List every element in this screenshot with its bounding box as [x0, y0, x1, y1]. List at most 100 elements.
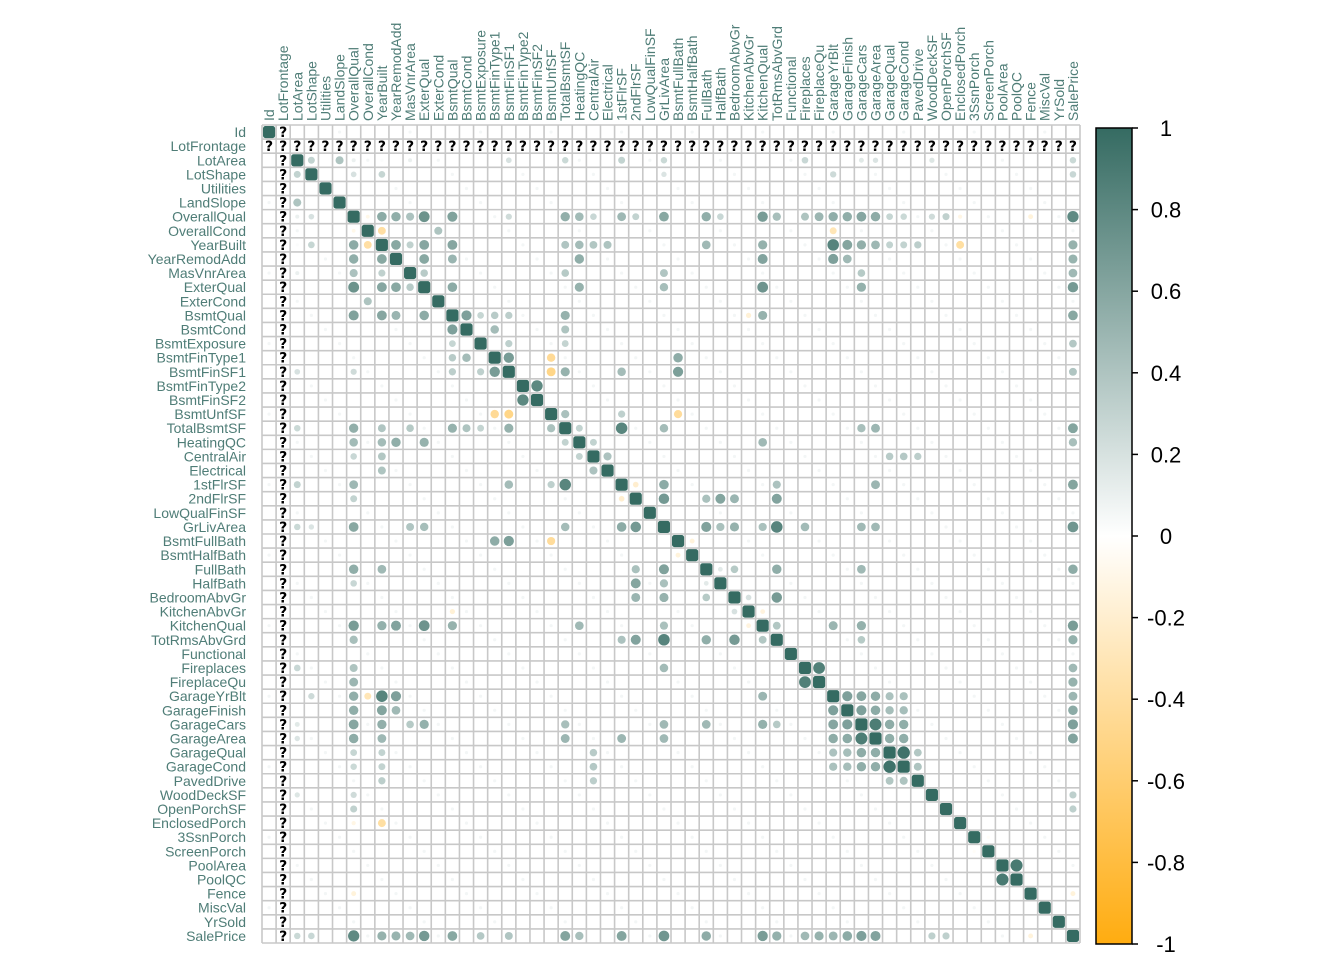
na-cell-marker: ?	[745, 139, 753, 155]
correlation-circle	[493, 849, 497, 853]
correlation-circle	[944, 525, 948, 529]
correlation-circle	[504, 931, 513, 940]
correlation-circle	[632, 481, 639, 488]
correlation-circle	[477, 368, 485, 376]
correlation-circle	[479, 906, 483, 910]
correlation-circle	[436, 511, 440, 515]
diagonal-cell	[714, 577, 727, 590]
correlation-circle	[828, 719, 839, 730]
row-label: 3SsnPorch	[178, 829, 246, 845]
na-cell-marker: ?	[829, 139, 837, 155]
correlation-circle	[630, 521, 642, 533]
na-cell-marker: ?	[279, 858, 287, 874]
na-cell-marker: ?	[886, 139, 894, 155]
correlation-circle	[972, 200, 976, 205]
column-label: ExterCond	[430, 55, 446, 121]
correlation-circle	[521, 243, 525, 247]
correlation-circle	[490, 311, 499, 320]
correlation-circle	[535, 680, 539, 684]
na-cell-marker: ?	[279, 435, 287, 451]
correlation-circle	[447, 931, 458, 941]
correlation-circle	[701, 635, 711, 645]
correlation-circle	[775, 356, 779, 360]
row-label: FullBath	[195, 561, 246, 577]
correlation-circle	[267, 412, 271, 416]
correlation-circle	[493, 285, 497, 289]
correlation-circle	[775, 920, 779, 924]
correlation-circle	[944, 595, 948, 600]
row-label: KitchenQual	[170, 618, 246, 634]
correlation-circle	[422, 779, 426, 783]
correlation-circle	[377, 254, 387, 264]
correlation-circle	[337, 130, 342, 134]
correlation-circle	[464, 539, 469, 543]
correlation-circle	[348, 310, 359, 321]
correlation-circle	[620, 553, 624, 557]
correlation-circle	[447, 239, 458, 250]
correlation-circle	[746, 327, 751, 332]
na-cell-marker: ?	[279, 252, 287, 268]
correlation-circle	[323, 821, 328, 825]
na-cell-marker: ?	[279, 887, 287, 903]
correlation-circle	[535, 892, 539, 896]
correlation-circle	[704, 285, 708, 289]
correlation-circle	[295, 440, 299, 444]
correlation-circle	[845, 638, 849, 642]
correlation-circle	[746, 892, 751, 896]
correlation-circle	[702, 593, 711, 602]
correlation-circle	[549, 694, 553, 698]
correlation-circle	[758, 691, 768, 701]
na-cell-marker: ?	[279, 929, 287, 945]
correlation-circle	[337, 906, 342, 910]
correlation-circle	[408, 483, 412, 487]
correlation-circle	[673, 410, 683, 419]
correlation-circle	[631, 592, 641, 602]
correlation-circle	[648, 722, 652, 726]
na-cell-marker: ?	[279, 732, 287, 748]
correlation-circle	[293, 481, 301, 489]
correlation-circle	[1057, 708, 1061, 712]
na-cell-marker: ?	[279, 139, 287, 155]
correlation-circle	[972, 483, 976, 487]
correlation-circle	[577, 299, 581, 303]
correlation-circle	[716, 522, 725, 532]
correlation-circle	[831, 483, 835, 487]
correlation-circle	[549, 342, 553, 346]
correlation-circle	[930, 722, 934, 726]
diagonal-cell	[474, 337, 487, 350]
correlation-circle	[944, 172, 948, 176]
correlation-circle	[521, 877, 525, 882]
correlation-circle	[648, 440, 652, 444]
correlation-circle	[758, 635, 767, 644]
correlation-circle	[899, 733, 909, 744]
correlation-circle	[648, 370, 652, 374]
correlation-circle	[364, 692, 372, 700]
correlation-circle	[803, 243, 807, 247]
correlation-circle	[729, 494, 739, 504]
row-label: Utilities	[201, 180, 246, 196]
correlation-circle	[418, 930, 430, 942]
correlation-circle	[845, 567, 849, 571]
na-cell-marker: ?	[646, 139, 654, 155]
correlation-circle	[603, 240, 612, 249]
na-cell-marker: ?	[434, 139, 442, 155]
correlation-circle	[1067, 479, 1078, 490]
correlation-circle	[323, 398, 328, 402]
correlation-circle	[450, 525, 454, 529]
correlation-circle	[267, 835, 271, 839]
correlation-circle	[1014, 243, 1019, 247]
correlation-circle	[406, 283, 414, 291]
row-label: 2ndFlrSF	[188, 491, 246, 507]
correlation-circle	[479, 412, 483, 416]
correlation-circle	[419, 239, 430, 250]
row-label: 1stFlrSF	[193, 477, 246, 493]
correlation-circle	[1057, 779, 1061, 783]
column-label: PoolQC	[1009, 72, 1025, 121]
correlation-circle	[366, 934, 370, 938]
correlation-circle	[789, 299, 793, 303]
correlation-circle	[605, 821, 610, 825]
correlation-circle	[817, 751, 821, 755]
correlation-circle	[547, 481, 555, 489]
correlation-circle	[831, 271, 835, 275]
correlation-circle	[1068, 691, 1078, 701]
